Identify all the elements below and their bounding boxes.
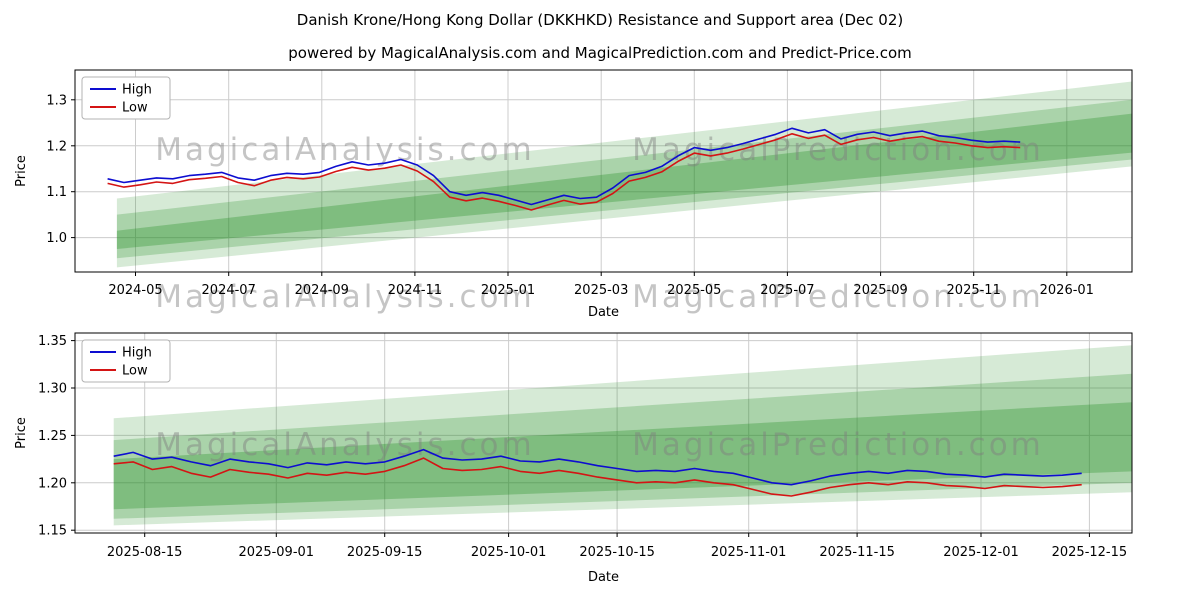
- low-line: [113, 457, 1082, 497]
- x-tick-label: 2025-08-15: [107, 545, 183, 560]
- y-tick-label: 1.30: [38, 382, 67, 397]
- x-tick-label: 2024-07: [202, 283, 256, 298]
- x-tick-label: 2025-10-01: [471, 545, 547, 560]
- y-tick-label: 1.0: [46, 231, 67, 246]
- y-axis-label: Price: [14, 417, 29, 449]
- x-tick-label: 2025-09: [853, 283, 907, 298]
- legend-box: [81, 76, 171, 120]
- x-tick-label: 2024-11: [388, 283, 442, 298]
- x-tick-label: 2025-12-01: [943, 545, 1019, 560]
- x-axis-label: Date: [588, 305, 619, 320]
- x-tick-label: 2025-11: [947, 283, 1001, 298]
- x-tick-label: 2025-12-15: [1052, 545, 1128, 560]
- plot-border: [74, 332, 1133, 534]
- support-resistance-core-band: [116, 113, 1132, 249]
- chart-subtitle: powered by MagicalAnalysis.com and Magic…: [288, 44, 912, 62]
- y-tick-label: 1.1: [46, 185, 67, 200]
- x-axis-label: Date: [588, 570, 619, 585]
- low-line: [107, 133, 1021, 211]
- y-tick-label: 1.35: [38, 334, 67, 349]
- chart-title: Danish Krone/Hong Kong Dollar (DKKHKD) R…: [296, 11, 904, 29]
- x-tick-label: 2025-09-01: [239, 545, 315, 560]
- x-tick-label: 2026-01: [1040, 283, 1094, 298]
- support-resistance-middle-band: [113, 373, 1132, 519]
- x-tick-label: 2025-11-15: [819, 545, 895, 560]
- x-tick-label: 2025-07: [760, 283, 814, 298]
- plot-border: [74, 69, 1133, 273]
- x-tick-label: 2025-03: [574, 283, 628, 298]
- short-range-chart: MagicalAnalysis.com MagicalPrediction.com…: [0, 330, 1200, 600]
- x-tick-label: 2025-11-01: [711, 545, 787, 560]
- y-axis-label: Price: [14, 155, 29, 187]
- x-tick-label: 2025-01: [481, 283, 535, 298]
- x-tick-label: 2025-09-15: [347, 545, 423, 560]
- x-tick-label: 2025-05: [667, 283, 721, 298]
- legend-high-label: High: [122, 346, 152, 361]
- y-tick-label: 1.2: [46, 139, 67, 154]
- support-resistance-core-band: [113, 402, 1132, 510]
- watermark-magicalprediction: MagicalPrediction.com: [632, 279, 1044, 315]
- legend-high-label: High: [122, 83, 152, 98]
- y-tick-label: 1.20: [38, 476, 67, 491]
- y-tick-label: 1.15: [38, 524, 67, 539]
- watermark-magicalanalysis: MagicalAnalysis.com: [155, 279, 534, 315]
- high-line: [113, 448, 1082, 486]
- legend-low-label: Low: [122, 364, 148, 379]
- legend-low-label: Low: [122, 101, 148, 116]
- short-range-chart-svg: MagicalAnalysis.com MagicalPrediction.com…: [14, 332, 1133, 585]
- y-tick-label: 1.3: [46, 93, 67, 108]
- x-tick-label: 2024-09: [295, 283, 349, 298]
- watermark-magicalanalysis: MagicalAnalysis.com: [155, 132, 534, 168]
- watermark-magicalprediction: MagicalPrediction.com: [632, 427, 1044, 463]
- long-range-chart-svg: MagicalAnalysis.com MagicalPrediction.com…: [14, 69, 1133, 320]
- long-range-chart: MagicalAnalysis.com MagicalPrediction.com…: [0, 64, 1200, 330]
- x-tick-label: 2024-05: [108, 283, 162, 298]
- support-resistance-outer-band: [113, 345, 1132, 526]
- watermark-magicalanalysis: MagicalAnalysis.com: [155, 427, 534, 463]
- support-resistance-outer-band: [116, 81, 1132, 268]
- high-line: [107, 127, 1021, 206]
- x-tick-label: 2025-10-15: [579, 545, 655, 560]
- y-tick-label: 1.25: [38, 429, 67, 444]
- legend-box: [81, 339, 171, 383]
- watermark-magicalprediction: MagicalPrediction.com: [632, 132, 1044, 168]
